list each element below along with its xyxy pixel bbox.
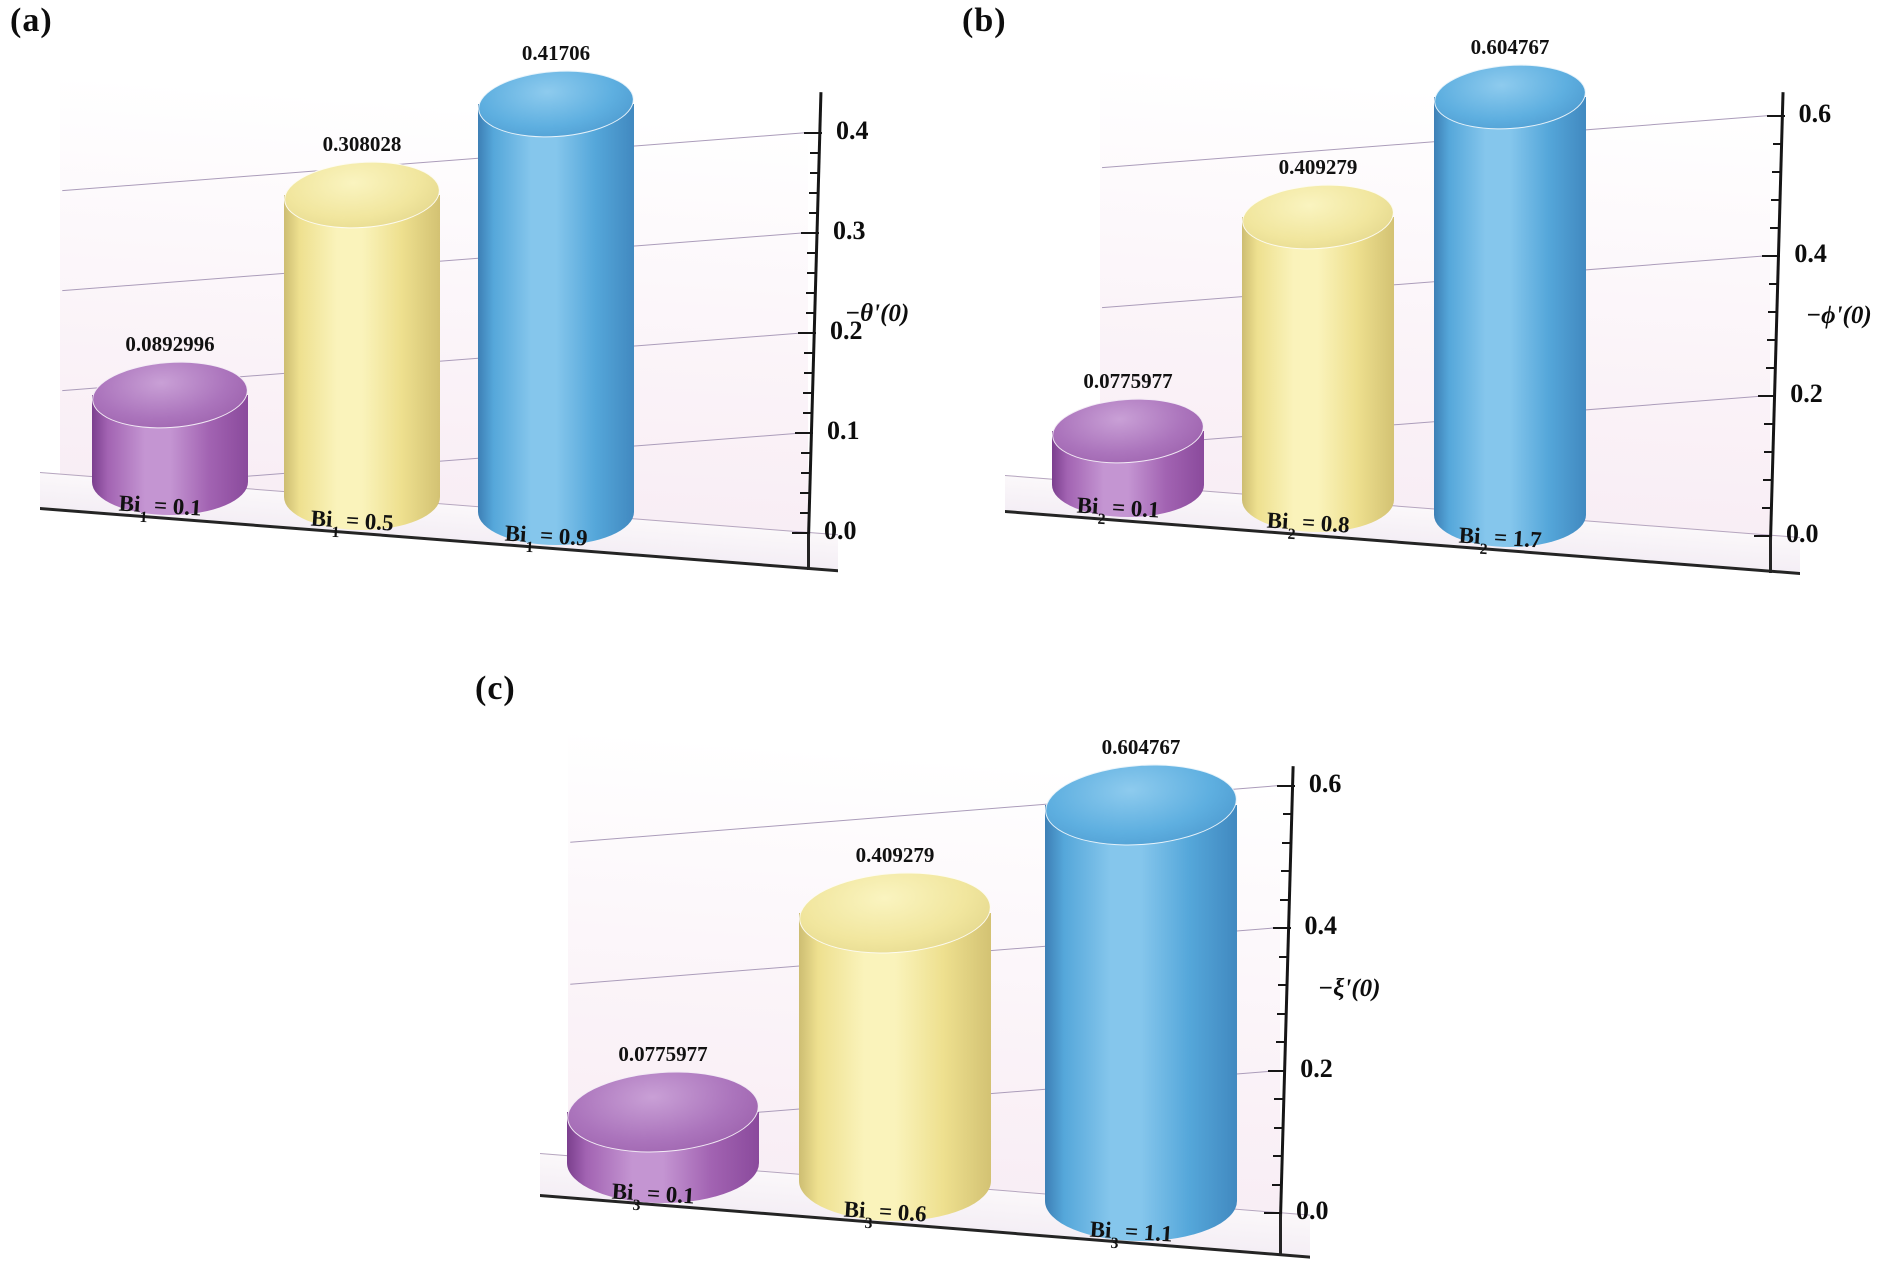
bar-cylinder-blue xyxy=(478,103,634,546)
y-axis-title-theta: −θ'(0) xyxy=(845,300,910,327)
bar-value-label: 0.41706 xyxy=(521,40,591,65)
tick-minor xyxy=(806,272,817,274)
tick-minor xyxy=(806,292,817,294)
bar-value-label: 0.604767 xyxy=(1470,35,1550,60)
tick-major xyxy=(795,432,813,434)
panel-a-letter: (a) xyxy=(10,2,53,39)
tick-major xyxy=(1264,1212,1282,1214)
tick-minor xyxy=(1761,507,1772,509)
bar-cylinder-yellow xyxy=(1242,217,1394,532)
tick-label: 0.4 xyxy=(836,116,869,145)
bar-cylinder-yellow xyxy=(284,195,440,531)
tick-minor xyxy=(1272,1155,1283,1158)
tick-minor xyxy=(800,472,811,474)
bar-value-label: 0.0892996 xyxy=(125,331,215,356)
bar-cylinder-blue xyxy=(1434,97,1586,547)
tick-major xyxy=(1762,255,1781,257)
panel-a: (a) −θ'(0) 0.0 0.1 0.2 0.3 0.4 0.0892996 Bi1 =… xyxy=(0,0,950,580)
bar-value-label: 0.0775977 xyxy=(618,1041,708,1066)
tick-minor xyxy=(1763,451,1774,453)
tick-major xyxy=(1758,395,1777,397)
panel-b: (b) −ϕ'(0) 0.0 0.2 0.4 0.6 0.0775977 Bi2 = 0.… xyxy=(950,0,1900,585)
bar-value-label: 0.604767 xyxy=(1101,734,1181,759)
panel-c-letter: (c) xyxy=(475,670,516,707)
tick-major xyxy=(1268,1069,1287,1072)
tick-minor xyxy=(1273,1126,1284,1129)
tick-minor xyxy=(1772,143,1783,145)
tick-minor xyxy=(1768,283,1779,285)
tick-minor xyxy=(1278,955,1289,958)
bar-value-label: 0.409279 xyxy=(855,843,935,868)
tick-minor xyxy=(1764,423,1775,425)
tick-minor xyxy=(1271,1183,1282,1186)
tick-minor xyxy=(1282,841,1293,844)
tick-major xyxy=(1272,927,1291,930)
tick-minor xyxy=(802,412,813,414)
tick-minor xyxy=(1766,339,1777,341)
tick-minor xyxy=(1281,870,1292,873)
tick-minor xyxy=(808,212,819,214)
y-axis xyxy=(1769,92,1785,542)
tick-label: 0.4 xyxy=(1794,239,1827,268)
tick-major xyxy=(1276,784,1295,787)
tick-minor xyxy=(1276,1041,1287,1044)
tick-label: 0.2 xyxy=(1790,379,1823,408)
y-axis-title-phi: −ϕ'(0) xyxy=(1806,302,1872,329)
y-axis-foot xyxy=(1279,1214,1282,1256)
tick-major xyxy=(804,132,822,134)
tick-minor xyxy=(807,252,818,254)
tick-label: 0.0 xyxy=(1786,519,1819,548)
y-axis-foot xyxy=(1769,537,1772,573)
tick-major xyxy=(792,532,810,534)
tick-minor xyxy=(1771,171,1782,173)
tick-minor xyxy=(803,392,814,394)
tick-minor xyxy=(1770,227,1781,229)
tick-label: 0.1 xyxy=(827,416,860,445)
tick-minor xyxy=(1280,898,1291,901)
tick-label: 0.0 xyxy=(1296,1196,1329,1225)
tick-minor xyxy=(804,352,815,354)
panel-b-letter: (b) xyxy=(962,2,1007,39)
tick-minor xyxy=(801,452,812,454)
tick-minor xyxy=(1767,311,1778,313)
tick-label: 0.4 xyxy=(1304,911,1338,941)
tick-minor xyxy=(1762,479,1773,481)
tick-label: 0.2 xyxy=(1300,1053,1333,1083)
tick-minor xyxy=(1277,984,1288,987)
tick-minor xyxy=(1276,1012,1287,1015)
tick-major xyxy=(1754,535,1772,537)
bar-value-label: 0.308028 xyxy=(322,132,402,157)
y-axis xyxy=(1279,766,1295,1219)
tick-minor xyxy=(799,512,810,514)
tick-minor xyxy=(1766,367,1777,369)
tick-label: 0.3 xyxy=(833,216,866,245)
y-axis-title-xi: −ξ'(0) xyxy=(1318,975,1381,1002)
tick-major xyxy=(1766,115,1785,117)
tick-minor xyxy=(1274,1098,1285,1101)
tick-label: 0.0 xyxy=(824,516,857,545)
bar-cylinder-blue xyxy=(1045,804,1237,1241)
tick-major xyxy=(801,232,819,234)
tick-minor xyxy=(809,192,820,194)
tick-minor xyxy=(800,492,811,494)
tick-label: 0.2 xyxy=(830,316,863,345)
y-axis-foot xyxy=(807,534,810,570)
bar-value-label: 0.409279 xyxy=(1278,155,1358,180)
tick-label: 0.6 xyxy=(1798,99,1832,128)
tick-label: 0.6 xyxy=(1308,768,1342,798)
panel-c: (c) −ξ'(0) 0.0 0.2 0.4 0.6 0.0775977 Bi3 = 0.… xyxy=(390,570,1600,1268)
tick-minor xyxy=(1771,199,1782,201)
tick-minor xyxy=(803,372,814,374)
tick-minor xyxy=(805,312,816,314)
tick-major xyxy=(798,332,816,334)
bar-cylinder-yellow xyxy=(799,913,991,1222)
bar-value-label: 0.0775977 xyxy=(1083,369,1173,394)
tick-minor xyxy=(810,152,821,154)
tick-minor xyxy=(1282,813,1293,816)
tick-minor xyxy=(809,172,820,174)
